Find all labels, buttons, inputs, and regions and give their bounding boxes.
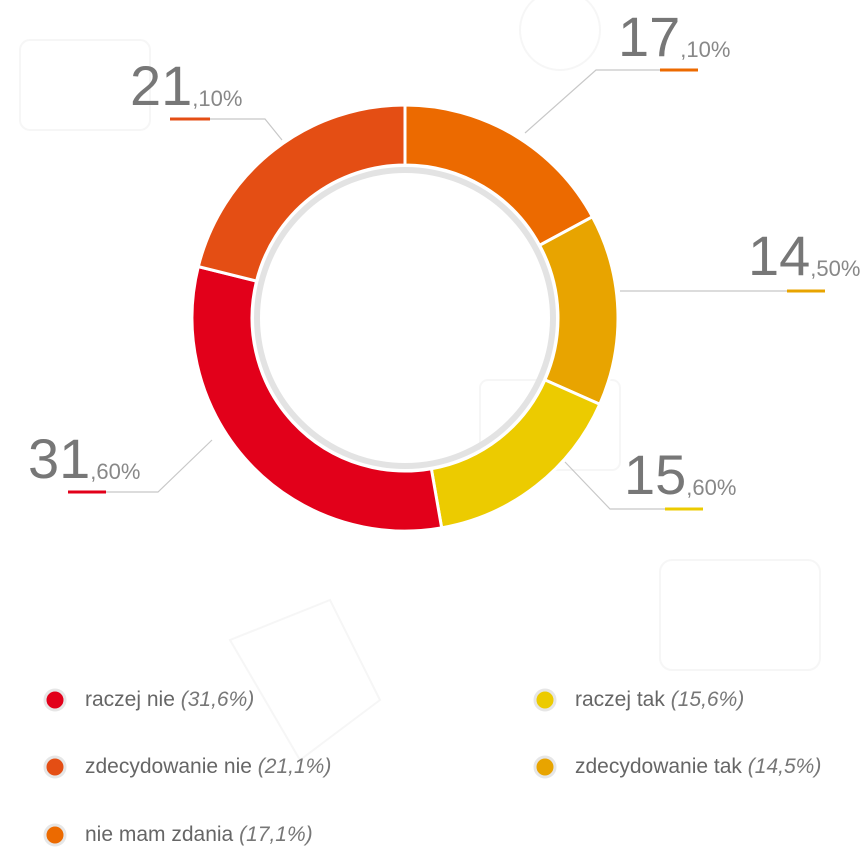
- value-label-main: 21: [130, 54, 192, 117]
- legend-name: raczej nie: [85, 688, 175, 711]
- legend-label: zdecydowanie tak (14,5%): [575, 755, 821, 778]
- value-label-rest: ,60%: [686, 475, 736, 500]
- legend-marker: [45, 757, 65, 777]
- value-label-main: 31: [28, 427, 90, 490]
- legend-marker: [45, 690, 65, 710]
- legend-item: zdecydowanie tak (14,5%): [535, 755, 821, 778]
- value-label: 31,60%: [28, 427, 140, 490]
- value-label-rest: ,60%: [90, 459, 140, 484]
- legend-label: zdecydowanie nie (21,1%): [85, 755, 331, 778]
- chart: 31,60%21,10%17,10%15,60%14,50%raczej nie…: [0, 0, 868, 848]
- leader-line: [210, 119, 282, 140]
- donut-slice: [192, 267, 442, 531]
- value-label-rest: ,50%: [810, 256, 860, 281]
- legend-name: nie mam zdania: [85, 823, 234, 846]
- legend-percent: (31,6%): [181, 688, 255, 711]
- page: {"chart_data": { "type": "donut", "categ…: [0, 0, 868, 848]
- legend-percent: (21,1%): [258, 755, 332, 778]
- legend-percent: (15,6%): [671, 688, 745, 711]
- value-label: 15,60%: [624, 443, 736, 506]
- value-label-main: 15: [624, 443, 686, 506]
- legend-name: raczej tak: [575, 688, 665, 711]
- value-label-main: 14: [748, 224, 810, 287]
- legend-percent: (17,1%): [239, 823, 313, 846]
- value-label-rest: ,10%: [192, 86, 242, 111]
- legend-item: raczej tak (15,6%): [535, 688, 744, 711]
- value-label: 17,10%: [618, 5, 730, 68]
- donut-slice: [198, 105, 405, 281]
- legend-marker: [535, 757, 555, 777]
- legend-label: raczej nie (31,6%): [85, 688, 254, 711]
- value-label-main: 17: [618, 5, 680, 68]
- legend-marker: [45, 825, 65, 845]
- leader-line: [525, 70, 660, 133]
- legend-marker: [535, 690, 555, 710]
- legend-item: zdecydowanie nie (21,1%): [45, 755, 331, 778]
- legend-item: raczej nie (31,6%): [45, 688, 254, 711]
- legend-percent: (14,5%): [748, 755, 822, 778]
- value-label: 21,10%: [130, 54, 242, 117]
- value-label-rest: ,10%: [680, 37, 730, 62]
- inner-ring: [257, 170, 553, 466]
- legend-name: zdecydowanie nie: [85, 755, 252, 778]
- legend-label: nie mam zdania (17,1%): [85, 823, 313, 846]
- legend-name: zdecydowanie tak: [575, 755, 742, 778]
- legend-label: raczej tak (15,6%): [575, 688, 744, 711]
- legend-item: nie mam zdania (17,1%): [45, 823, 313, 846]
- value-label: 14,50%: [748, 224, 860, 287]
